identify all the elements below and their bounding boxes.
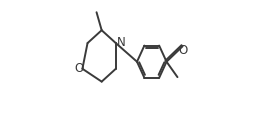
Text: O: O: [178, 44, 188, 57]
Text: N: N: [116, 36, 125, 49]
Text: O: O: [75, 62, 84, 75]
